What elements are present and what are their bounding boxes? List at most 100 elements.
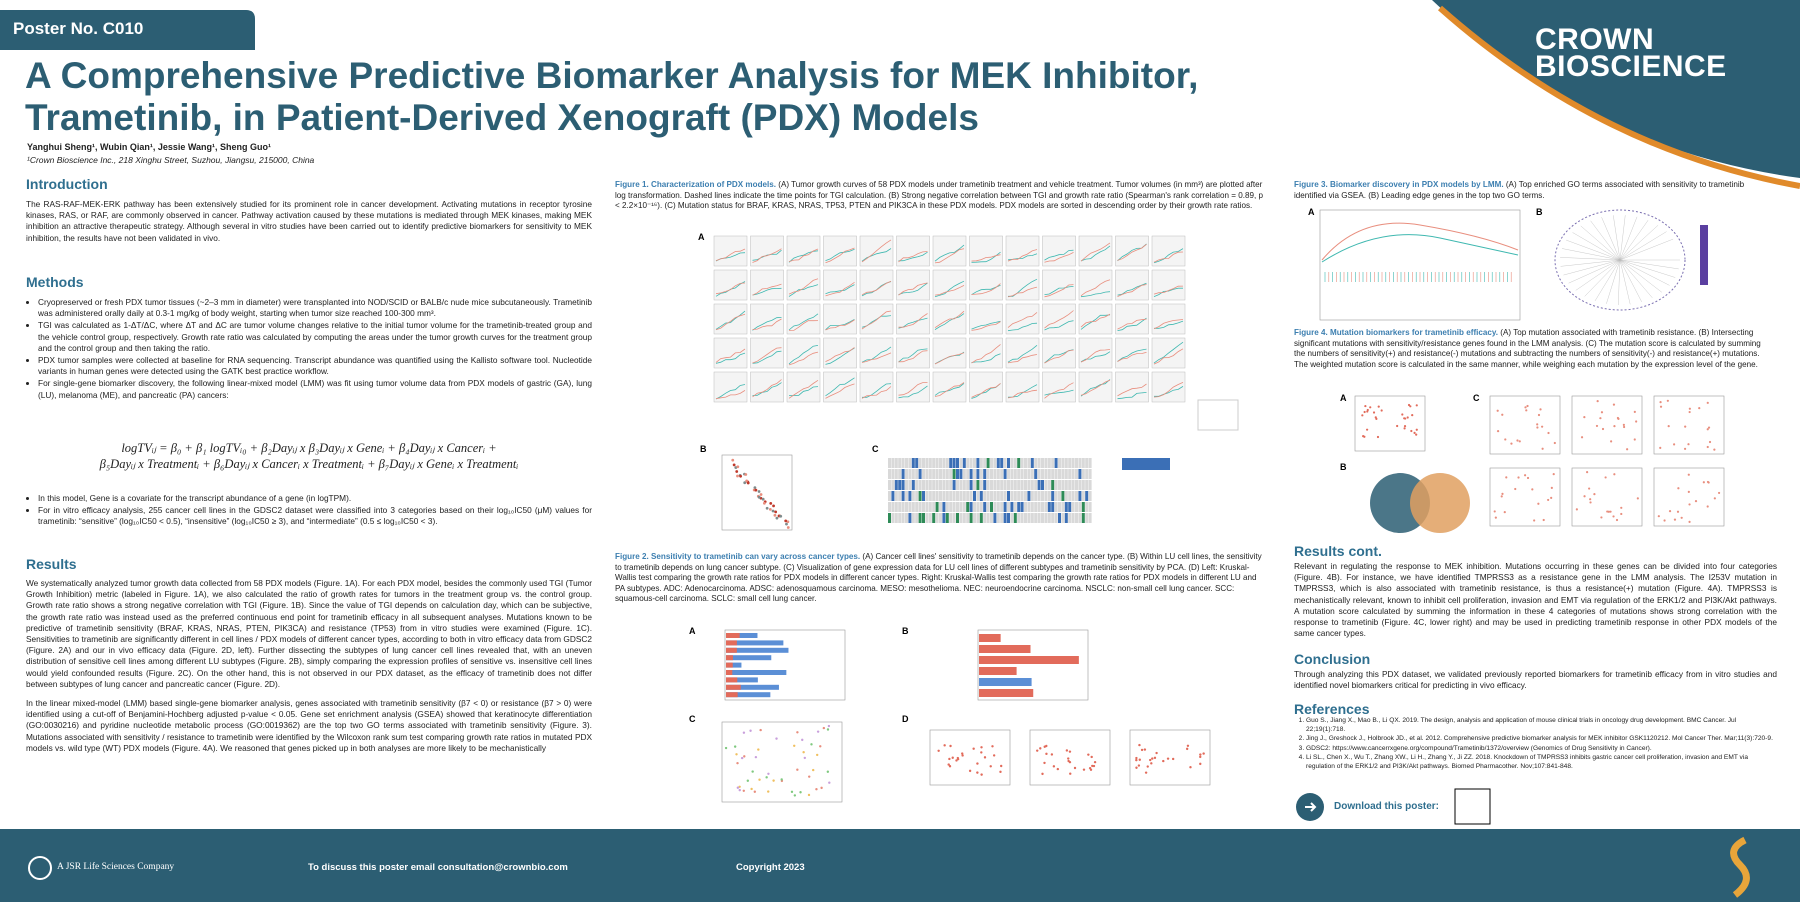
heatmap-cell bbox=[949, 491, 953, 501]
heatmap-cell bbox=[983, 491, 987, 501]
panel-label: B bbox=[1340, 462, 1347, 472]
scatter-dot bbox=[1372, 411, 1376, 414]
scatter-dot bbox=[802, 751, 805, 754]
panel-label: B bbox=[902, 626, 909, 636]
heatmap-cell bbox=[922, 469, 925, 479]
network-edge bbox=[1619, 238, 1674, 261]
heatmap-cell bbox=[905, 502, 908, 512]
heatmap-cell bbox=[1075, 480, 1078, 490]
heatmap-cell bbox=[1085, 480, 1089, 490]
heatmap-cell bbox=[1051, 480, 1055, 490]
heatmap-cell bbox=[942, 458, 946, 468]
plot-frame bbox=[1151, 371, 1186, 403]
scatter-dot bbox=[1135, 766, 1138, 769]
bar-shape bbox=[979, 667, 1017, 675]
heatmap-cell bbox=[1047, 480, 1051, 490]
scatter-dot bbox=[980, 751, 983, 754]
scatter-dot bbox=[1526, 404, 1529, 408]
plot-curve bbox=[1153, 287, 1183, 297]
heatmap-cell bbox=[888, 469, 891, 479]
heatmap-cell bbox=[894, 480, 898, 490]
network-edge bbox=[1561, 248, 1621, 261]
network-edge bbox=[1560, 259, 1621, 267]
plot-curve bbox=[1117, 243, 1147, 261]
plot-curve bbox=[788, 313, 819, 331]
bar-shape bbox=[726, 633, 758, 638]
heatmap-side bbox=[1122, 458, 1170, 470]
scatter-dot bbox=[1518, 440, 1521, 443]
heatmap-cell bbox=[996, 458, 1000, 468]
heatmap-cell bbox=[935, 502, 939, 512]
heatmap-cell bbox=[966, 513, 970, 523]
heatmap-cell bbox=[1027, 502, 1031, 512]
caption-text: (A) Top enriched GO terms associated wit… bbox=[1294, 180, 1745, 200]
scatter-dot bbox=[790, 790, 794, 794]
heatmap-cell bbox=[1007, 458, 1010, 468]
heatmap-cell bbox=[969, 513, 973, 523]
heatmap-cell bbox=[1017, 491, 1021, 501]
scatter-dot bbox=[743, 481, 747, 485]
plot-curve bbox=[861, 280, 892, 296]
heatmap-cell bbox=[996, 469, 1000, 479]
heatmap-cell bbox=[986, 480, 990, 490]
heatmap-cell bbox=[1027, 480, 1031, 490]
scatter-dot bbox=[1090, 755, 1093, 759]
scatter-dot bbox=[1537, 502, 1540, 505]
heatmap-cell bbox=[925, 513, 929, 523]
scatter-dot bbox=[1516, 439, 1519, 442]
heatmap-cell bbox=[962, 469, 966, 479]
scatter-dot bbox=[1620, 512, 1623, 516]
plot-curve bbox=[898, 382, 928, 396]
plot-frame bbox=[932, 337, 967, 369]
plot-curve bbox=[825, 247, 855, 264]
plot-curve bbox=[1044, 284, 1074, 298]
bar-shape bbox=[726, 692, 771, 698]
plot-curve bbox=[934, 310, 965, 329]
scatter-dot bbox=[1523, 474, 1527, 477]
heatmap-cell bbox=[915, 513, 919, 523]
heatmap-cell bbox=[952, 513, 956, 523]
heatmap-cell bbox=[945, 480, 949, 490]
plot-frame bbox=[969, 337, 1003, 369]
caption-title: Figure 4. Mutation biomarkers for tramet… bbox=[1294, 328, 1499, 337]
scatter-dot bbox=[769, 501, 773, 505]
heatmap-cell bbox=[1013, 469, 1017, 479]
scatter-dot bbox=[1186, 744, 1190, 747]
plot-curve bbox=[715, 282, 746, 295]
plot-curve bbox=[934, 285, 965, 296]
scatter-dot bbox=[1135, 758, 1138, 762]
plot-frame bbox=[1151, 303, 1186, 335]
heatmap-cell bbox=[1058, 502, 1061, 512]
equation-line: logTVᵢⱼ = β₀ + β₁ logTVᵢ₀ + β₂Dayᵢⱼ x β₃… bbox=[121, 441, 497, 455]
heatmap-cell bbox=[891, 458, 895, 468]
heatmap-cell bbox=[942, 491, 946, 501]
scatter-dot bbox=[1615, 518, 1619, 522]
heatmap-cell bbox=[901, 469, 905, 479]
plot-curve bbox=[1007, 389, 1038, 399]
heatmap-cell bbox=[1034, 469, 1038, 479]
scatter-dot bbox=[826, 728, 830, 731]
plot-curve bbox=[861, 310, 892, 330]
heatmap-cell bbox=[928, 480, 932, 490]
caption-title: Figure 2. Sensitivity to trametinib can … bbox=[615, 552, 861, 561]
plot-curve bbox=[825, 347, 855, 362]
plot-curve bbox=[788, 278, 819, 295]
plot-curve bbox=[1080, 279, 1111, 297]
caption-text: (A) Top mutation associated with trameti… bbox=[1294, 328, 1761, 369]
heatmap-cell bbox=[945, 469, 949, 479]
panel-label: A bbox=[1340, 393, 1347, 403]
heatmap-cell bbox=[996, 491, 1000, 501]
plot-frame bbox=[1319, 209, 1521, 321]
scatter-dot bbox=[1542, 518, 1545, 522]
scatter-dot bbox=[757, 748, 760, 751]
heatmap-cell bbox=[908, 502, 912, 512]
heatmap-cell bbox=[898, 491, 902, 501]
heatmap-cell bbox=[905, 469, 908, 479]
plot-curve bbox=[825, 377, 855, 397]
heatmap-cell bbox=[962, 502, 966, 512]
heatmap-cell bbox=[976, 513, 980, 523]
heatmap-cell bbox=[1007, 491, 1010, 501]
scatter-dot bbox=[753, 790, 757, 793]
scatter-dot bbox=[1600, 516, 1603, 519]
plot-frame bbox=[750, 371, 784, 403]
